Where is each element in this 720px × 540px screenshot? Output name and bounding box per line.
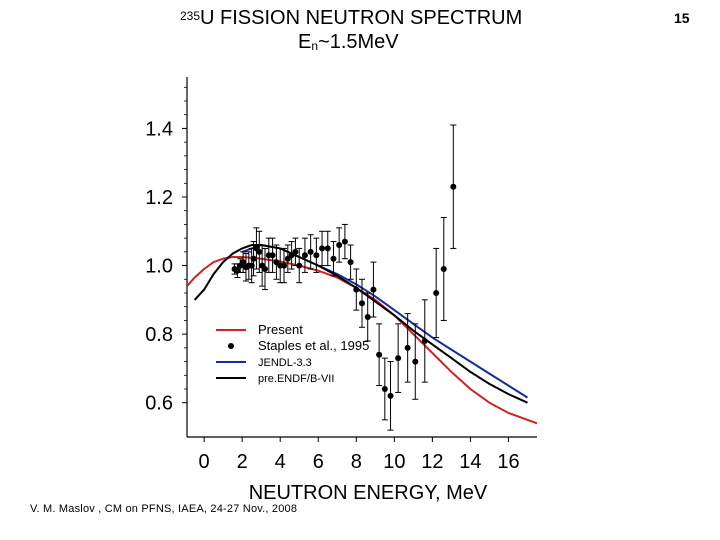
- y-tick-label: 1.0: [145, 256, 173, 278]
- data-point: [347, 259, 354, 266]
- chart-title: 235U FISSION NEUTRON SPECTRUM En~1.5MeV: [180, 6, 580, 53]
- data-point: [421, 338, 428, 344]
- series-line-pre-endf-b-vii: [193, 244, 528, 404]
- data-point: [240, 259, 247, 266]
- subtitle-energy-symbol: E: [298, 31, 312, 53]
- y-tick-label: 1.4: [145, 118, 173, 140]
- data-point: [353, 286, 360, 293]
- data-point: [359, 300, 365, 307]
- x-tick-label: 10: [383, 451, 405, 473]
- data-point: [250, 255, 257, 262]
- data-point: [381, 386, 388, 392]
- series-line-present: [187, 256, 537, 425]
- data-point: [261, 266, 268, 272]
- data-point: [296, 262, 303, 269]
- data-point: [281, 262, 288, 269]
- data-point: [319, 245, 326, 252]
- x-tick-label: 2: [237, 451, 248, 473]
- data-point: [273, 259, 280, 266]
- title-main: U FISSION NEUTRON SPECTRUM: [200, 7, 523, 29]
- legend-label: pre.ENDF/B-VII: [258, 373, 334, 385]
- data-point: [324, 245, 331, 252]
- data-point: [387, 392, 394, 399]
- data-point: [440, 266, 447, 272]
- x-tick-label: 14: [459, 451, 481, 473]
- x-tick-label: 6: [313, 451, 324, 473]
- data-point: [370, 286, 377, 293]
- data-point: [404, 344, 411, 351]
- footer-credit: V. M. Maslov , CM on PFNS, IAEA, 24-27 N…: [30, 503, 298, 515]
- y-tick-label: 0.6: [145, 393, 173, 415]
- data-point: [269, 252, 276, 259]
- data-point: [433, 290, 440, 296]
- data-point: [336, 242, 343, 248]
- legend-marker: [228, 343, 234, 349]
- data-point: [330, 255, 337, 262]
- chart-subtitle: En~1.5MeV: [298, 30, 399, 54]
- subtitle-subscript: n: [311, 39, 319, 53]
- x-tick-label: 4: [275, 451, 286, 473]
- title-isotope-superscript: 235: [180, 9, 201, 23]
- data-point: [307, 248, 314, 255]
- slide-number: 15: [674, 10, 690, 26]
- subtitle-energy-value: ~1.5MeV: [318, 31, 399, 53]
- y-tick-label: 1.2: [145, 187, 173, 209]
- data-point: [288, 252, 295, 259]
- data-point: [341, 238, 348, 245]
- data-point: [301, 252, 308, 259]
- data-point: [292, 248, 299, 255]
- y-tick-label: 0.8: [145, 324, 173, 346]
- data-point: [450, 183, 457, 190]
- data-point: [395, 355, 402, 362]
- x-tick-label: 12: [421, 451, 443, 473]
- data-point: [364, 314, 371, 320]
- data-point: [313, 252, 320, 259]
- data-point: [412, 358, 419, 365]
- legend-label: Present: [258, 322, 303, 337]
- legend-label: JENDL-3.3: [258, 357, 312, 369]
- legend-label: Staples et al., 1995: [258, 338, 369, 353]
- x-axis-label: NEUTRON ENERGY, MeV: [249, 482, 488, 504]
- x-tick-label: 0: [199, 451, 210, 473]
- x-tick-label: 16: [497, 451, 519, 473]
- data-point: [284, 255, 291, 262]
- x-tick-label: 8: [351, 451, 362, 473]
- data-point: [256, 248, 263, 255]
- data-point: [376, 351, 383, 358]
